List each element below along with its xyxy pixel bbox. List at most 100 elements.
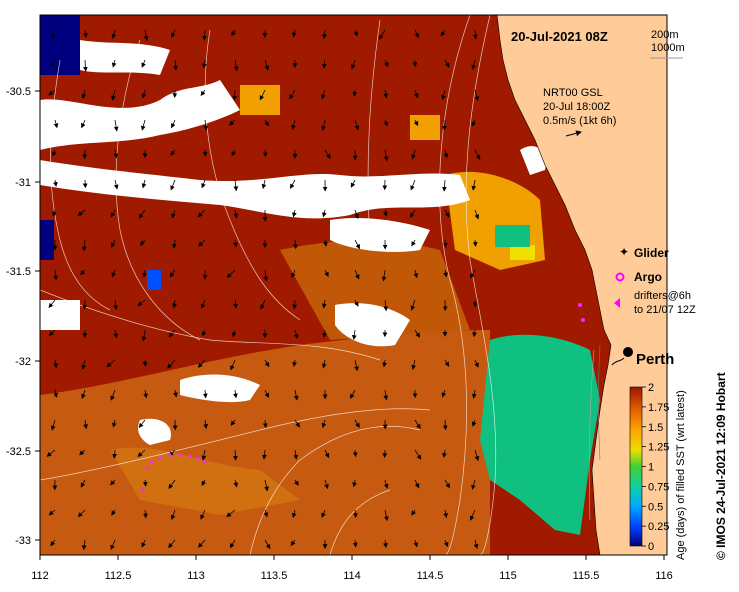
current-vector [173,59,178,71]
current-vector [354,299,359,307]
current-time-label: 20-Jul 18:00Z [543,101,611,113]
current-vector [137,449,146,458]
current-vector [324,449,330,459]
current-vector [352,479,357,488]
current-vector [292,209,297,218]
current-vector [411,509,416,516]
current-vector [383,539,388,548]
current-vector [321,359,327,369]
current-vector [473,539,479,549]
imos-credit: © IMOS 24-Jul-2021 12:09 Hobart [714,372,728,560]
current-vector [231,29,236,37]
current-vector [321,119,326,131]
current-vector [414,329,421,338]
current-vector [264,359,270,368]
current-vector [383,479,389,489]
legend-drifters-line2: to 21/07 12Z [634,304,696,316]
y-tick-label: -33 [15,535,31,547]
current-vector [354,419,360,428]
cloud-mask [330,218,430,252]
sst-region-brown-mid [280,240,470,340]
sst-green-patch [495,225,530,247]
current-vector [48,299,56,309]
colorbar-tick-label: 1.5 [648,422,663,434]
current-vector [413,119,419,127]
current-vector [48,509,56,516]
cloud-mask [80,40,170,75]
current-vector [80,269,86,276]
sst-navy-patch [40,220,54,260]
current-vector [229,539,236,549]
current-vector [48,89,56,96]
current-vector [441,389,447,398]
current-vector [259,89,266,101]
current-vector [143,29,149,41]
cloud-mask [40,300,80,330]
colorbar-tick-label: 1 [648,462,654,474]
current-vector [472,239,478,247]
current-vector [263,509,269,518]
current-vector [200,299,206,309]
y-tick-label: -32.5 [6,446,31,458]
current-vector [294,419,300,428]
cloud-mask [40,80,240,150]
current-vector [203,119,209,131]
current-vector [442,419,448,431]
current-vector [444,479,450,489]
current-vector [171,29,176,39]
current-vector [200,89,206,97]
current-vector [81,389,86,399]
current-vector [77,509,86,518]
current-vector [170,119,176,129]
x-tick-label: 113 [187,570,205,582]
date-label: 20-Jul-2021 08Z [511,29,608,44]
x-tick-label: 114.5 [417,570,444,582]
legend-drifters-line1: drifters@6h [634,290,691,302]
current-vector [383,119,389,127]
land-coastline [496,15,667,555]
current-vector [111,269,116,278]
current-vector [113,179,119,190]
current-vector [170,149,176,156]
current-vector [168,539,176,549]
current-vector [262,419,268,429]
current-vector [382,359,387,368]
current-vector [167,359,176,369]
current-vector [409,209,416,218]
current-vector [83,29,88,38]
current-vector [111,509,116,516]
colorbar-label: Age (days) of filled SST (wrt latest) [675,390,687,560]
current-vector [232,89,238,101]
current-vector [110,479,116,486]
current-vector [50,419,56,431]
current-vector [321,89,326,100]
current-vector [322,209,327,218]
current-vector [474,359,479,368]
current-vector [443,539,449,548]
current-vector [233,179,239,192]
cloud-mask [138,418,171,445]
current-vector [414,449,422,460]
current-vector [170,509,176,520]
perth-coast-detail [611,357,625,366]
current-vector [264,389,269,399]
sst-region-green [480,334,600,535]
current-vector [262,449,267,460]
current-vector [53,359,58,369]
perth-marker [623,347,633,357]
current-vector [137,299,146,307]
current-vector [442,119,447,131]
current-vector [233,59,239,72]
current-vector [170,179,176,191]
current-vector [322,59,327,69]
current-vector [53,119,59,129]
current-vector [140,119,146,131]
current-vector [352,89,358,97]
current-vector [138,209,146,219]
current-vector [444,209,450,218]
current-scale-label: 0.5m/s (1kt 6h) [543,115,616,127]
current-vector [171,209,176,219]
current-vector [201,449,207,461]
current-vector [440,29,446,37]
